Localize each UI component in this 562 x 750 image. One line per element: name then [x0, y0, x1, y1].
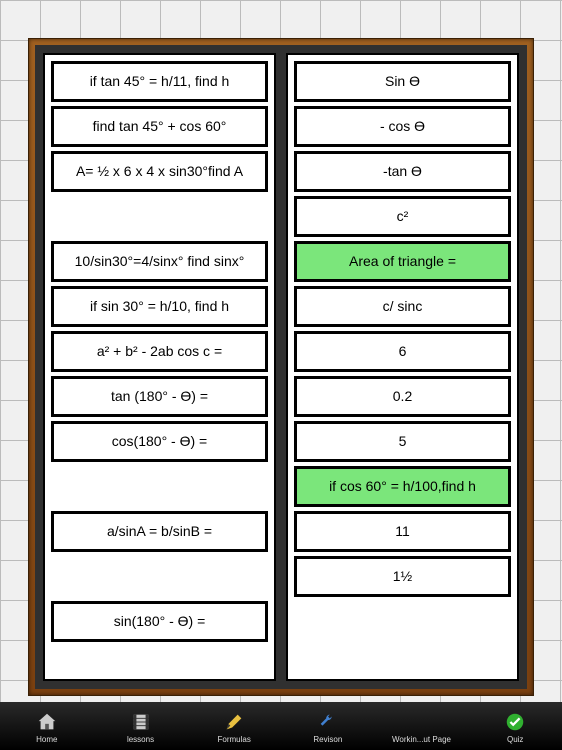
left-card[interactable]: tan (180° - Ө) =: [51, 376, 268, 417]
home-icon: [36, 711, 58, 733]
tab-bar: Home lessons Formulas Revison Workin...ut Pa…: [0, 702, 562, 750]
tab-label: Formulas: [218, 735, 251, 744]
left-card[interactable]: if tan 45° = h/11, find h: [51, 61, 268, 102]
right-slot: Area of triangle =: [294, 241, 511, 282]
tab-label: Quiz: [507, 735, 523, 744]
left-slot: 10/sin30°=4/sinx° find sinx°: [51, 241, 268, 282]
right-slot: -tan Ө: [294, 151, 511, 192]
left-slot: a/sinA = b/sinB =: [51, 511, 268, 552]
left-card[interactable]: find tan 45° + cos 60°: [51, 106, 268, 147]
board-inner: if tan 45° = h/11, find hfind tan 45° + …: [35, 45, 527, 689]
tab-lessons[interactable]: lessons: [94, 711, 188, 744]
right-card[interactable]: 11: [294, 511, 511, 552]
left-slot: A= ½ x 6 x 4 x sin30°find A: [51, 151, 268, 192]
right-slot: 5: [294, 421, 511, 462]
right-card[interactable]: c²: [294, 196, 511, 237]
left-card[interactable]: if sin 30° = h/10, find h: [51, 286, 268, 327]
right-slot: c/ sinc: [294, 286, 511, 327]
left-slot: a² + b² - 2ab cos c =: [51, 331, 268, 372]
left-slot: if tan 45° = h/11, find h: [51, 61, 268, 102]
right-card[interactable]: 0.2: [294, 376, 511, 417]
right-card[interactable]: if cos 60° = h/100,find h: [294, 466, 511, 507]
right-card[interactable]: -tan Ө: [294, 151, 511, 192]
right-slot: 11: [294, 511, 511, 552]
wrench-icon: [317, 711, 339, 733]
right-slot: if cos 60° = h/100,find h: [294, 466, 511, 507]
pencil-icon: [223, 711, 245, 733]
right-slot: - cos Ө: [294, 106, 511, 147]
right-card[interactable]: - cos Ө: [294, 106, 511, 147]
right-card[interactable]: 6: [294, 331, 511, 372]
board-frame: if tan 45° = h/11, find hfind tan 45° + …: [28, 38, 534, 696]
left-card[interactable]: sin(180° - Ө) =: [51, 601, 268, 642]
left-slot: find tan 45° + cos 60°: [51, 106, 268, 147]
right-card[interactable]: 5: [294, 421, 511, 462]
film-icon: [130, 711, 152, 733]
tab-home[interactable]: Home: [0, 711, 94, 744]
blank-icon: [411, 711, 433, 733]
left-slot: tan (180° - Ө) =: [51, 376, 268, 417]
tab-formulas[interactable]: Formulas: [187, 711, 281, 744]
tab-label: lessons: [127, 735, 154, 744]
right-slot: 1½: [294, 556, 511, 597]
tab-workin-ut-page[interactable]: Workin...ut Page: [375, 711, 469, 744]
tab-label: Workin...ut Page: [392, 735, 451, 744]
right-card[interactable]: 1½: [294, 556, 511, 597]
right-card[interactable]: Sin Ө: [294, 61, 511, 102]
left-card[interactable]: A= ½ x 6 x 4 x sin30°find A: [51, 151, 268, 192]
right-card[interactable]: Area of triangle =: [294, 241, 511, 282]
left-slot: cos(180° - Ө) =: [51, 421, 268, 462]
tab-label: Home: [36, 735, 57, 744]
tab-label: Revison: [313, 735, 342, 744]
left-card[interactable]: a² + b² - 2ab cos c =: [51, 331, 268, 372]
left-slot: [51, 466, 268, 507]
left-panel: if tan 45° = h/11, find hfind tan 45° + …: [43, 53, 276, 681]
left-slot: [51, 196, 268, 237]
left-card[interactable]: cos(180° - Ө) =: [51, 421, 268, 462]
right-slot: Sin Ө: [294, 61, 511, 102]
app-root: if tan 45° = h/11, find hfind tan 45° + …: [0, 0, 562, 750]
tab-revison[interactable]: Revison: [281, 711, 375, 744]
right-card[interactable]: c/ sinc: [294, 286, 511, 327]
right-slot: [294, 601, 511, 642]
left-slot: [51, 556, 268, 597]
left-card[interactable]: a/sinA = b/sinB =: [51, 511, 268, 552]
left-slot: if sin 30° = h/10, find h: [51, 286, 268, 327]
right-slot: 6: [294, 331, 511, 372]
left-card[interactable]: 10/sin30°=4/sinx° find sinx°: [51, 241, 268, 282]
right-slot: 0.2: [294, 376, 511, 417]
check-icon: [504, 711, 526, 733]
left-slot: sin(180° - Ө) =: [51, 601, 268, 642]
tab-quiz[interactable]: Quiz: [468, 711, 562, 744]
right-slot: c²: [294, 196, 511, 237]
right-panel: Sin Ө- cos Ө-tan Өc²Area of triangle =c/…: [286, 53, 519, 681]
